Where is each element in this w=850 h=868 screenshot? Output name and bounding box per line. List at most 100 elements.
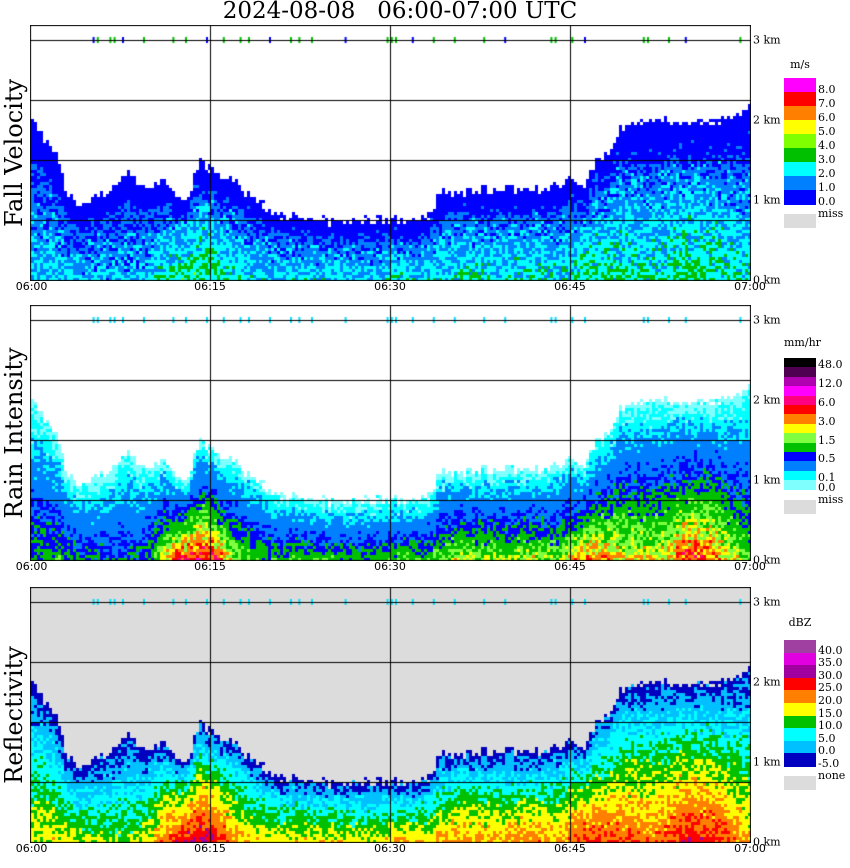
y-tick-label: 1 km	[753, 473, 781, 487]
legend-label: 6.0	[818, 396, 836, 409]
x-tick-label: 06:30	[374, 280, 406, 293]
legend-color-band	[784, 162, 816, 177]
panel-rain-intensity: 3 km 2 km 1 km 0 km	[30, 305, 781, 567]
legend-label: 4.0	[818, 139, 836, 152]
y-tick-label: 3 km	[753, 595, 781, 609]
legend-color-band	[784, 452, 816, 462]
y-tick-label: 0 km	[753, 553, 781, 567]
legend-missing-label: miss	[818, 207, 844, 220]
y-tick-label: 2 km	[753, 675, 781, 689]
x-tick-label: 06:45	[554, 560, 586, 573]
y-tick-label: 0 km	[753, 835, 781, 849]
panel-fall-velocity: 3 km 2 km 1 km 0 km	[30, 25, 781, 287]
legend-label: 5.0	[818, 125, 836, 138]
legend-color-band	[784, 134, 816, 149]
x-tick-label: 06:00	[15, 280, 48, 293]
y-tick-label: 2 km	[753, 393, 781, 407]
legend-label: 0.5	[818, 452, 836, 466]
legend-label: 1.5	[818, 433, 836, 447]
legend-label: 25.0	[818, 681, 843, 695]
y-tick-label: 3 km	[753, 33, 781, 47]
legend-label: 0.1	[818, 471, 836, 485]
x-tick-label: 06:30	[374, 842, 406, 855]
panel-reflectivity: 3 km 2 km 1 km 0 km	[30, 587, 781, 849]
x-tick-label: 06:45	[554, 842, 586, 855]
legend-color-band	[784, 640, 816, 654]
legend-unit: m/s	[790, 58, 810, 71]
y-axis-label: Reflectivity	[0, 646, 28, 784]
legend-missing-label: miss	[818, 492, 844, 506]
legend-label: 6.0	[818, 111, 836, 124]
legend-color-band	[784, 367, 816, 378]
legend-label: 2.0	[818, 167, 836, 180]
legend-color-band	[784, 414, 816, 425]
legend-label: 35.0	[818, 656, 843, 670]
legend-unit: dBZ	[788, 616, 812, 629]
legend-label: 5.0	[818, 731, 836, 745]
x-tick-label: 07:00	[734, 842, 766, 855]
legend-color-band	[784, 470, 816, 481]
y-axis-label: Fall Velocity	[0, 78, 28, 228]
legend-color-band	[784, 176, 816, 191]
legend-missing-swatch	[784, 214, 816, 228]
legend-color-band	[784, 442, 816, 453]
y-tick-label: 0 km	[753, 273, 781, 287]
x-tick-label: 07:00	[734, 560, 766, 573]
legend-missing-label: none	[818, 769, 846, 782]
legend-color-band	[784, 461, 816, 472]
x-tick-label: 07:00	[734, 280, 766, 293]
x-tick-label: 06:15	[194, 842, 226, 855]
legend-label: 30.0	[818, 668, 843, 682]
legend-label: 15.0	[818, 706, 843, 720]
legend-color-band	[784, 92, 816, 107]
legend-color-band	[784, 190, 816, 205]
chart-title: 2024-08-08 06:00-07:00 UTC	[222, 0, 578, 24]
x-tick-label: 06:30	[374, 560, 406, 573]
legend-color-band	[784, 677, 816, 691]
legend-label: 48.0	[818, 358, 843, 372]
legend-color-band	[784, 480, 816, 491]
legend-color-band	[784, 395, 816, 406]
x-tick-label: 06:00	[15, 560, 48, 573]
legend-label: 7.0	[818, 97, 836, 110]
legend-color-band	[784, 740, 816, 754]
legend-label: 0.0	[818, 195, 836, 208]
legend-label: 8.0	[818, 83, 836, 96]
legend-color-band	[784, 386, 816, 397]
x-tick-label: 06:00	[15, 842, 48, 855]
y-tick-label: 1 km	[753, 755, 781, 769]
legend-unit: mm/hr	[784, 336, 821, 349]
legend-label: 1.0	[818, 181, 836, 194]
legend-color-band	[784, 753, 816, 767]
heatmap-canvas	[30, 587, 751, 843]
legend-color-band	[784, 433, 816, 444]
legend-label: 10.0	[818, 719, 843, 733]
y-axis-label: Rain Intensity	[0, 347, 28, 519]
legend-color-band	[784, 405, 816, 415]
legend-label: 0.0	[818, 480, 836, 494]
legend-color-band	[784, 148, 816, 163]
legend-color-band	[784, 665, 816, 679]
legend-missing-swatch	[784, 776, 816, 790]
y-tick-label: 3 km	[753, 313, 781, 327]
heatmap-canvas	[30, 305, 751, 561]
heatmap-canvas	[30, 25, 751, 281]
y-tick-label: 1 km	[753, 193, 781, 207]
legend-color-band	[784, 423, 816, 434]
legend-label: 40.0	[818, 643, 843, 657]
legend-missing-swatch	[784, 499, 816, 514]
legend-color-band	[784, 358, 816, 368]
legend-label: 3.0	[818, 153, 836, 166]
x-tick-label: 06:15	[194, 280, 226, 293]
y-tick-label: 2 km	[753, 113, 781, 127]
legend-color-band	[784, 690, 816, 704]
legend-label: 0.0	[818, 744, 836, 758]
legend-color-band	[784, 106, 816, 121]
legend-label: -5.0	[818, 757, 840, 770]
legend-color-band	[784, 728, 816, 742]
x-tick-label: 06:15	[194, 560, 226, 573]
legend-label: 12.0	[818, 377, 843, 391]
legend-color-band	[784, 376, 816, 387]
legend-color-band	[784, 715, 816, 729]
x-tick-label: 06:45	[554, 280, 586, 293]
